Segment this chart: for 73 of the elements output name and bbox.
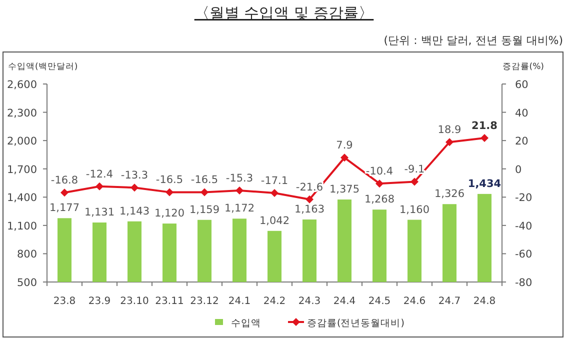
y-tick-label: 1,700 [6,164,37,176]
point [410,178,418,186]
data-label: -9.1 [404,164,425,176]
y2-tick-label: 40 [515,107,528,120]
y-tick-label: 1,100 [6,220,37,232]
x-tick-label: 23.8 [53,296,76,307]
data-label: -16.5 [156,174,184,186]
point [480,134,488,142]
y-axis-title: 수입액(백만달러) [8,62,78,72]
data-label: -17.1 [260,175,288,188]
data-label: 1,163 [294,203,325,216]
point [130,184,138,192]
x-tick-label: 23.12 [190,296,219,307]
y-tick-label: 2,300 [6,107,37,120]
data-label: 1,120 [154,208,185,220]
data-label: 7.9 [336,140,353,152]
y2-tick-label: 0 [515,164,522,176]
x-tick-label: 24.2 [263,296,286,307]
x-tick-label: 24.6 [403,296,426,307]
data-label: -16.8 [50,174,78,187]
data-label: 21.8 [472,120,498,132]
y2-tick-label: 60 [515,79,528,91]
data-label: 1,042 [259,214,290,227]
point [270,189,278,198]
x-tick-label: 24.1 [228,296,251,307]
y2-tick-label: -20 [515,192,532,204]
x-tick-label: 23.9 [88,296,111,307]
y2-tick-label: -80 [515,277,532,289]
legend-label: 증감률(전년동월대비) [307,318,404,329]
x-tick-label: 24.5 [368,296,391,307]
y2-tick-label: 20 [515,136,528,148]
x-tick-label: 24.3 [298,296,321,307]
x-tick-label: 23.10 [120,296,149,307]
data-label: 1,434 [468,178,502,190]
point [340,154,348,162]
data-label: 1,160 [399,204,430,216]
data-label: 1,177 [49,202,80,214]
y2-tick-label: -60 [515,248,532,261]
data-label: 1,159 [189,204,220,216]
data-label: -10.4 [366,166,394,178]
data-label: 18.9 [438,124,462,136]
data-label: 1,131 [84,206,115,219]
data-label: 1,172 [224,202,255,215]
data-label: 1,375 [329,184,360,196]
y-tick-label: 2,600 [6,79,37,91]
point [236,186,244,194]
point [376,180,384,188]
chart-title: 〈월별 수입액 및 증감률〉 [194,4,374,22]
data-label: -16.5 [190,174,218,186]
data-label: 1,326 [434,188,465,200]
point [96,182,104,190]
y-tick-label: 1,400 [6,192,37,204]
point [166,188,174,196]
data-label: 1,268 [364,194,395,206]
y-tick-label: 800 [16,248,37,261]
data-label: -15.3 [226,172,254,184]
x-tick-label: 24.7 [438,296,461,307]
data-label: -12.4 [86,168,114,180]
point [200,188,208,196]
chart-subtitle: (단위 : 백만 달러, 전년 동월 대비%) [384,34,563,47]
y-tick-label: 2,000 [6,136,37,148]
legend-label: 수입액 [231,318,261,329]
y2-axis-title: 증감률(%) [502,62,544,72]
data-label: -13.3 [120,170,148,182]
point [306,195,314,204]
y2-tick-label: -40 [515,220,532,232]
y-tick-label: 500 [16,277,37,289]
data-label: 1,143 [119,205,150,218]
point [446,138,454,146]
x-tick-label: 23.11 [155,296,184,307]
x-tick-label: 24.4 [333,296,356,307]
point [60,188,68,197]
x-tick-label: 24.8 [473,296,496,307]
